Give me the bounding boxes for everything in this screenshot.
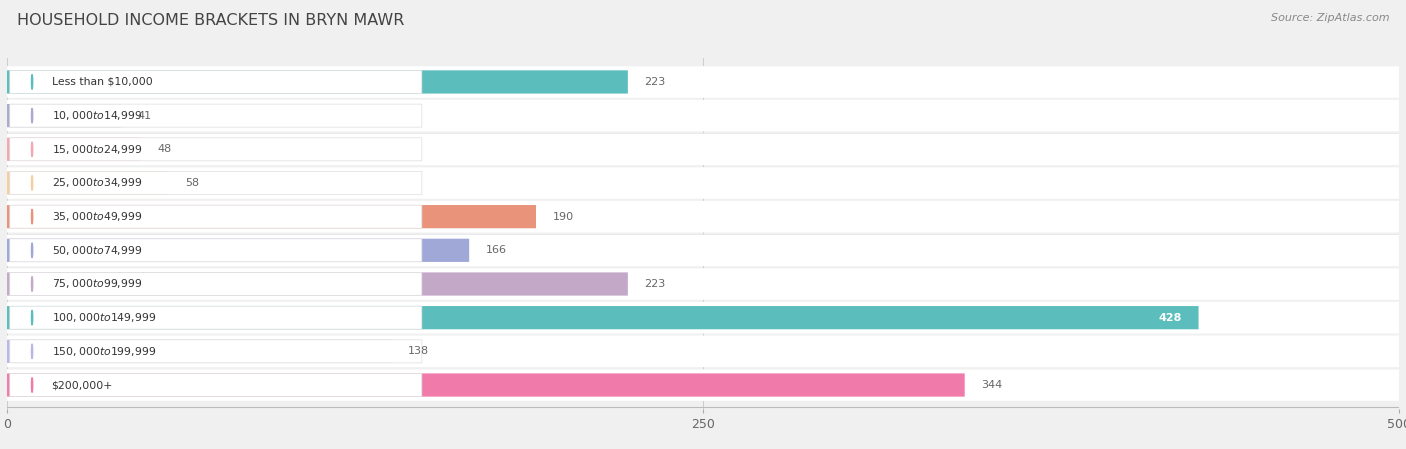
FancyBboxPatch shape <box>10 205 422 228</box>
Text: $10,000 to $14,999: $10,000 to $14,999 <box>52 109 142 122</box>
FancyBboxPatch shape <box>7 239 470 262</box>
Text: $50,000 to $74,999: $50,000 to $74,999 <box>52 244 142 257</box>
FancyBboxPatch shape <box>10 273 422 295</box>
Text: 344: 344 <box>981 380 1002 390</box>
FancyBboxPatch shape <box>10 374 422 396</box>
FancyBboxPatch shape <box>7 340 391 363</box>
Text: $25,000 to $34,999: $25,000 to $34,999 <box>52 176 142 189</box>
Text: $15,000 to $24,999: $15,000 to $24,999 <box>52 143 142 156</box>
FancyBboxPatch shape <box>7 172 169 194</box>
Text: HOUSEHOLD INCOME BRACKETS IN BRYN MAWR: HOUSEHOLD INCOME BRACKETS IN BRYN MAWR <box>17 13 405 28</box>
FancyBboxPatch shape <box>10 104 422 127</box>
Text: $35,000 to $49,999: $35,000 to $49,999 <box>52 210 142 223</box>
Text: 223: 223 <box>644 279 666 289</box>
FancyBboxPatch shape <box>7 100 1399 132</box>
FancyBboxPatch shape <box>7 70 628 93</box>
Text: $75,000 to $99,999: $75,000 to $99,999 <box>52 277 142 291</box>
Text: 166: 166 <box>486 245 506 255</box>
Text: 223: 223 <box>644 77 666 87</box>
FancyBboxPatch shape <box>7 66 1399 98</box>
FancyBboxPatch shape <box>7 167 1399 199</box>
FancyBboxPatch shape <box>10 340 422 363</box>
FancyBboxPatch shape <box>7 104 121 127</box>
FancyBboxPatch shape <box>10 70 422 93</box>
FancyBboxPatch shape <box>7 201 1399 233</box>
FancyBboxPatch shape <box>10 306 422 329</box>
FancyBboxPatch shape <box>7 335 1399 367</box>
Text: $200,000+: $200,000+ <box>52 380 112 390</box>
Text: 58: 58 <box>186 178 200 188</box>
FancyBboxPatch shape <box>7 306 1198 329</box>
Text: 428: 428 <box>1159 313 1182 323</box>
FancyBboxPatch shape <box>10 172 422 194</box>
Text: 138: 138 <box>408 346 429 357</box>
FancyBboxPatch shape <box>7 138 141 161</box>
FancyBboxPatch shape <box>7 205 536 228</box>
FancyBboxPatch shape <box>7 268 1399 300</box>
FancyBboxPatch shape <box>10 239 422 262</box>
FancyBboxPatch shape <box>10 138 422 161</box>
FancyBboxPatch shape <box>7 374 965 396</box>
Text: 48: 48 <box>157 144 172 154</box>
Text: Source: ZipAtlas.com: Source: ZipAtlas.com <box>1271 13 1389 23</box>
FancyBboxPatch shape <box>7 273 628 295</box>
Text: $150,000 to $199,999: $150,000 to $199,999 <box>52 345 156 358</box>
FancyBboxPatch shape <box>7 234 1399 266</box>
FancyBboxPatch shape <box>7 133 1399 165</box>
Text: $100,000 to $149,999: $100,000 to $149,999 <box>52 311 156 324</box>
Text: Less than $10,000: Less than $10,000 <box>52 77 152 87</box>
FancyBboxPatch shape <box>7 369 1399 401</box>
Text: 41: 41 <box>138 110 152 121</box>
FancyBboxPatch shape <box>7 302 1399 334</box>
Text: 190: 190 <box>553 211 574 222</box>
